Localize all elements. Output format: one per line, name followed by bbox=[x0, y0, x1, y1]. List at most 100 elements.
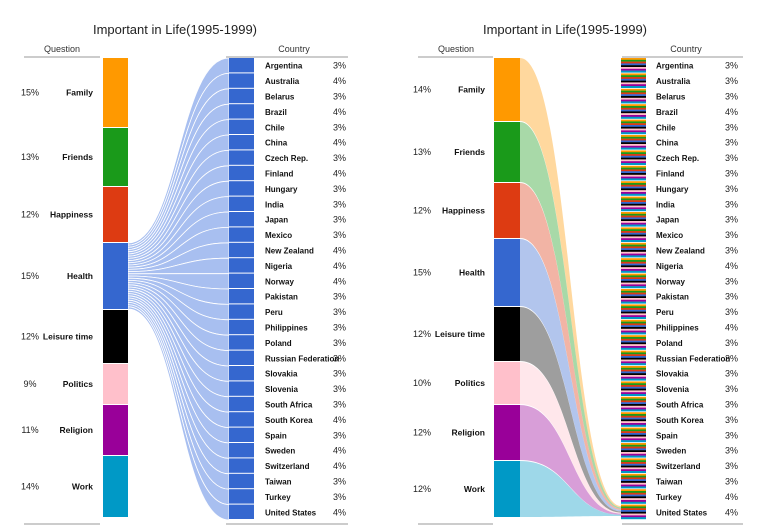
country-bar-stripe bbox=[621, 161, 646, 164]
country-bar-stripe bbox=[621, 458, 646, 461]
country-pct-united-states: 4% bbox=[725, 507, 738, 517]
country-label-sweden: Sweden bbox=[265, 447, 295, 456]
country-bar-switzerland bbox=[621, 458, 646, 473]
country-bar-belarus bbox=[621, 88, 646, 104]
country-bar-stripe bbox=[621, 82, 646, 85]
link-family bbox=[520, 58, 621, 508]
question-pct-politics: 10% bbox=[413, 378, 431, 388]
country-bar-stripe bbox=[621, 188, 646, 191]
country-bar-stripe bbox=[621, 273, 646, 276]
country-bar-stripe bbox=[621, 255, 646, 258]
country-bar-stripe bbox=[621, 366, 646, 368]
country-bar-stripe bbox=[621, 92, 646, 95]
country-bar-sweden bbox=[621, 443, 646, 458]
question-pct-health: 15% bbox=[21, 271, 39, 281]
country-bar-stripe bbox=[621, 352, 646, 355]
question-pct-work: 12% bbox=[413, 484, 431, 494]
country-label-new-zealand: New Zealand bbox=[265, 247, 314, 256]
link-politics bbox=[520, 362, 621, 514]
country-bar-stripe bbox=[621, 501, 646, 504]
country-bar-stripe bbox=[621, 215, 646, 218]
country-bar-brazil bbox=[621, 104, 646, 119]
country-bar-stripe bbox=[621, 58, 646, 60]
country-label-chile: Chile bbox=[656, 123, 676, 132]
country-label-czech-rep-: Czech Rep. bbox=[265, 154, 308, 163]
country-bar-stripe bbox=[621, 178, 646, 181]
country-bar-stripe bbox=[621, 309, 646, 312]
country-pct-india: 3% bbox=[333, 199, 346, 209]
question-label-work: Work bbox=[464, 484, 485, 494]
country-bar-mexico bbox=[621, 227, 646, 242]
country-bar-stripe bbox=[621, 494, 646, 497]
country-bar-stripe bbox=[621, 492, 646, 495]
country-bar-stripe bbox=[621, 157, 646, 160]
country-pct-norway: 4% bbox=[333, 276, 346, 286]
country-bar-stripe bbox=[621, 140, 646, 143]
country-bar-stripe bbox=[621, 184, 646, 187]
country-label-russian-federation: Russian Federation bbox=[265, 354, 339, 363]
country-header: Country bbox=[278, 44, 310, 54]
country-bar-stripe bbox=[621, 306, 646, 309]
country-bar-stripe bbox=[621, 482, 646, 485]
country-label-nigeria: Nigeria bbox=[265, 262, 293, 271]
country-bar-stripe bbox=[621, 163, 646, 165]
country-bar-stripe bbox=[621, 484, 646, 487]
country-pct-slovenia: 3% bbox=[333, 384, 346, 394]
question-pct-religion: 11% bbox=[21, 425, 38, 435]
country-pct-india: 3% bbox=[725, 199, 738, 209]
country-bar-stripe bbox=[621, 491, 646, 493]
question-label-religion: Religion bbox=[59, 425, 93, 435]
country-bar-stripe bbox=[621, 260, 646, 262]
country-bar-stripe bbox=[621, 173, 646, 175]
country-bar-stripe bbox=[621, 238, 646, 241]
country-bar-turkey bbox=[621, 489, 646, 504]
question-label-happiness: Happiness bbox=[50, 210, 93, 220]
country-bar-stripe bbox=[621, 88, 646, 91]
country-bar-russian-federation bbox=[229, 350, 254, 365]
country-bar-stripe bbox=[621, 248, 646, 251]
question-bar-health bbox=[103, 243, 128, 309]
country-label-brazil: Brazil bbox=[265, 108, 287, 117]
country-label-czech-rep-: Czech Rep. bbox=[656, 154, 699, 163]
country-bar-south-africa bbox=[229, 396, 254, 412]
question-bar-politics bbox=[103, 364, 128, 404]
country-bar-stripe bbox=[621, 359, 646, 362]
country-bar-stripe bbox=[621, 86, 646, 88]
country-bar-stripe bbox=[621, 144, 646, 146]
country-bar-stripe bbox=[621, 96, 646, 98]
country-bar-stripe bbox=[621, 113, 646, 116]
country-bar-stripe bbox=[621, 412, 646, 415]
country-bar-belarus bbox=[229, 88, 254, 104]
question-bar-work bbox=[494, 461, 520, 517]
country-bar-stripe bbox=[621, 419, 646, 422]
country-bar-stripe bbox=[621, 61, 646, 64]
country-bar-stripe bbox=[621, 263, 646, 266]
country-bar-stripe bbox=[621, 385, 646, 387]
country-pct-finland: 3% bbox=[725, 169, 738, 179]
country-pct-czech-rep-: 3% bbox=[333, 153, 346, 163]
country-bar-poland bbox=[229, 335, 254, 350]
country-bar-stripe bbox=[621, 465, 646, 468]
country-bar-chile bbox=[621, 119, 646, 135]
country-pct-nigeria: 4% bbox=[333, 261, 346, 271]
country-bar-stripe bbox=[621, 219, 646, 222]
country-bar-stripe bbox=[621, 289, 646, 291]
country-bar-stripe bbox=[621, 511, 646, 514]
country-bar-stripe bbox=[621, 455, 646, 458]
question-pct-happiness: 12% bbox=[21, 210, 39, 220]
country-bar-stripe bbox=[621, 261, 646, 264]
country-header: Country bbox=[670, 44, 702, 54]
country-bar-india bbox=[229, 196, 254, 211]
country-bar-stripe bbox=[621, 469, 646, 472]
question-bar-leisure-time bbox=[103, 310, 128, 363]
country-label-japan: Japan bbox=[656, 216, 679, 225]
country-bar-stripe bbox=[621, 317, 646, 319]
question-bar-religion bbox=[103, 405, 128, 455]
country-bar-stripe bbox=[621, 111, 646, 114]
country-nodes: Argentina 3% Australia 3% Belarus 3% Brazil 4% C… bbox=[621, 58, 738, 520]
question-label-leisure-time: Leisure time bbox=[435, 329, 485, 339]
country-bar-stripe bbox=[621, 275, 646, 278]
country-bar-stripe bbox=[621, 394, 646, 396]
country-bar-stripe bbox=[621, 128, 646, 131]
country-bar-stripe bbox=[621, 429, 646, 432]
